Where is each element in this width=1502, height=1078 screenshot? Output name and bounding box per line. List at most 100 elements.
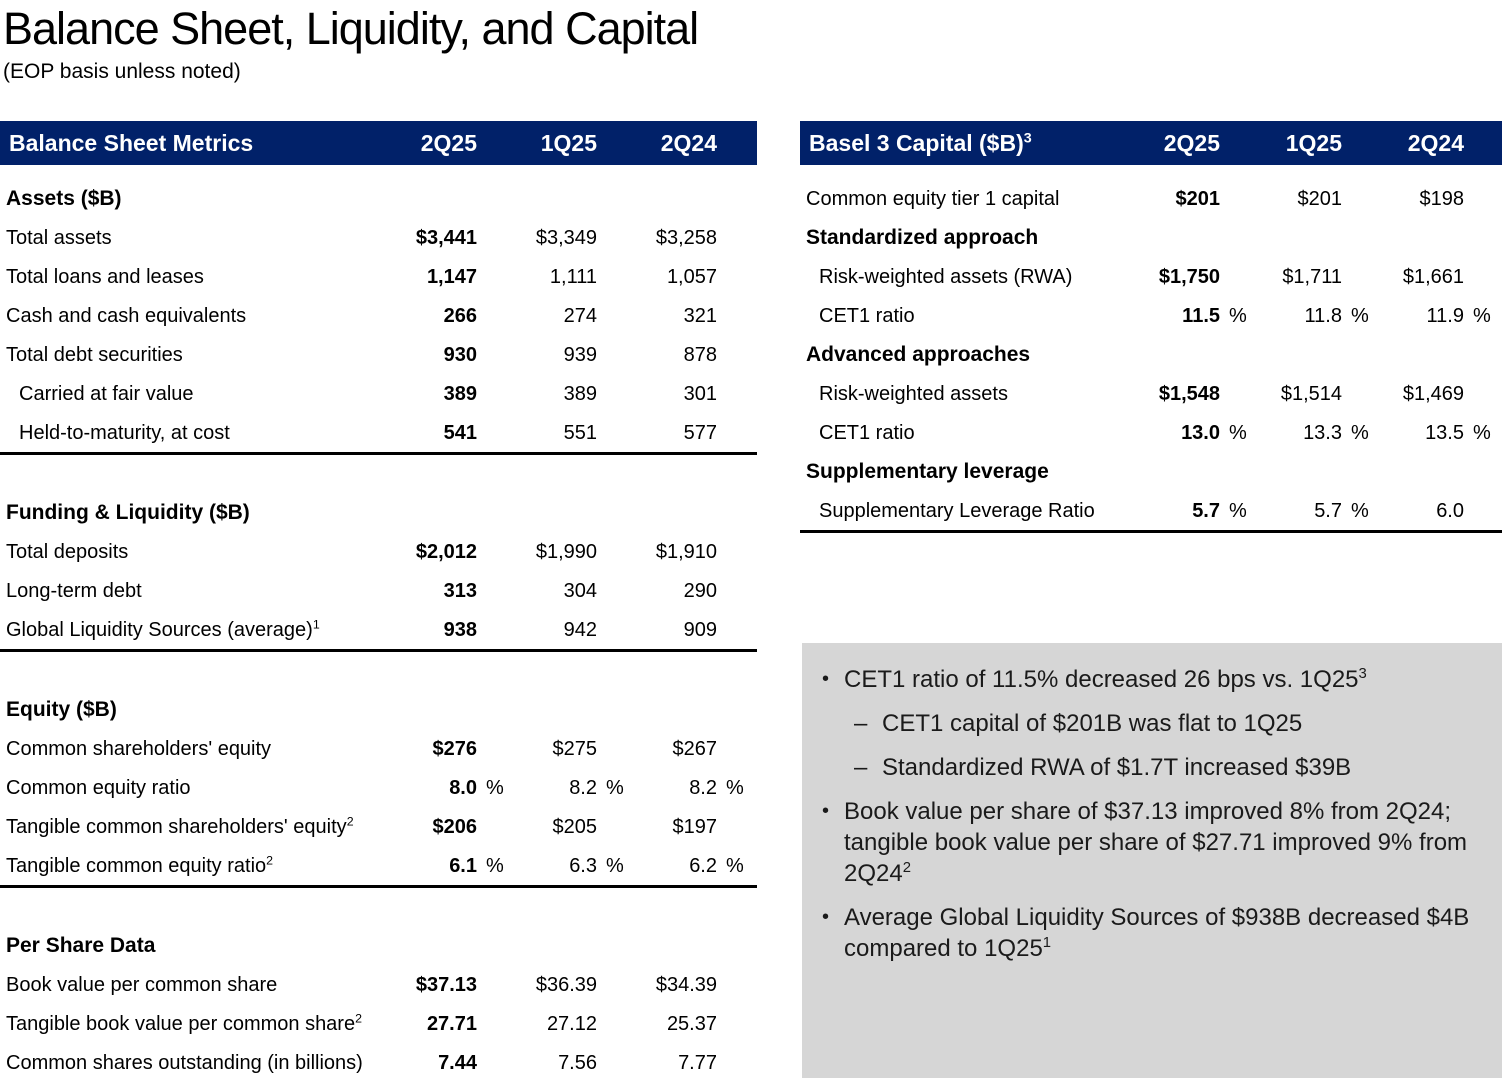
basel3-capital-table-body: Common equity tier 1 capital $201 $201 $198… xyxy=(800,165,1502,533)
bullet-text-content: CET1 capital of $201B was flat to 1Q25 xyxy=(882,710,1303,737)
row-label: Total deposits xyxy=(0,542,383,562)
percent-cell-2q25: % xyxy=(1229,304,1247,327)
value-cell-2q24: 25.37 xyxy=(666,1012,717,1035)
row-label: Global Liquidity Sources (average)1 xyxy=(0,616,383,641)
bullet-marker-icon: • xyxy=(822,906,830,928)
value-cell-1q25: 939 xyxy=(563,343,597,366)
value-cell-1q25: 11.8 xyxy=(1304,304,1342,327)
value-cell-2q24: 909 xyxy=(683,618,717,641)
row-label-text: Tangible common shareholders' equity xyxy=(6,815,347,838)
value-cell-1q25: $201 xyxy=(1297,187,1343,210)
row-label-text: Common shares outstanding (in billions) xyxy=(6,1051,363,1074)
row-label: Tangible book value per common share2 xyxy=(0,1012,383,1034)
row-label-text: Global Liquidity Sources (average) xyxy=(6,618,313,641)
table-row: Risk-weighted assets $1,548 $1,514 $1,469 xyxy=(800,374,1502,413)
value-cell-2q24: $267 xyxy=(672,737,718,760)
value-cell-2q24: 1,057 xyxy=(666,265,717,288)
row-label: Risk-weighted assets (RWA) xyxy=(800,267,1128,287)
percent-cell-1q25: % xyxy=(606,776,624,799)
value-cell-2q24: $1,469 xyxy=(1402,382,1464,405)
percent-cell-1q25: % xyxy=(1351,304,1369,327)
section-header-row: Advanced approaches xyxy=(800,335,1502,374)
basel3-capital-table: Basel 3 Capital ($B)3 2Q25 1Q25 2Q24 Com… xyxy=(800,121,1502,533)
table-row: Tangible book value per common share2 27.… xyxy=(0,1004,757,1043)
section-header-row: Funding & Liquidity ($B) xyxy=(0,493,757,532)
value-cell-1q25: 5.7 xyxy=(1314,499,1342,522)
row-label-text: Book value per common share xyxy=(6,973,278,996)
row-label-text: Common equity tier 1 capital xyxy=(806,187,1060,210)
table-row: Risk-weighted assets (RWA) $1,750 $1,711 $1… xyxy=(800,257,1502,296)
table-section: Supplementary leverage Supplementary Leve… xyxy=(800,452,1502,530)
value-cell-2q24: $1,661 xyxy=(1402,265,1464,288)
percent-cell-2q24: % xyxy=(1473,421,1491,444)
value-cell-2q24: $34.39 xyxy=(655,973,717,996)
bullet-text: Average Global Liquidity Sources of $938… xyxy=(844,902,1484,964)
value-cell-1q25: 304 xyxy=(563,579,597,602)
value-cell-2q25: 930 xyxy=(443,343,477,366)
row-label-text: Total assets xyxy=(6,226,112,249)
section-header-row: Standardized approach xyxy=(800,218,1502,257)
row-label-superscript: 2 xyxy=(266,852,274,867)
table-row: Common shares outstanding (in billions) 7… xyxy=(0,1043,757,1078)
row-label: Total loans and leases xyxy=(0,267,383,287)
table-row: Total assets $3,441 $3,349 $3,258 xyxy=(0,218,757,257)
row-label: Tangible common equity ratio2 xyxy=(0,852,383,876)
column-header-2q24: 2Q24 xyxy=(660,129,717,156)
row-label-text: Total deposits xyxy=(6,540,129,563)
row-label-text: CET1 ratio xyxy=(819,304,915,327)
callout-bullet: • CET1 ratio of 11.5% decreased 26 bps vs… xyxy=(818,664,1484,695)
section-header-label: Equity ($B) xyxy=(6,698,117,721)
table-row: CET1 ratio 13.0% 13.3% 13.5% xyxy=(800,413,1502,452)
row-label-text: Total loans and leases xyxy=(6,265,204,288)
bullet-marker-icon: • xyxy=(822,800,830,822)
value-cell-2q24: $198 xyxy=(1419,187,1465,210)
bullet-superscript: 3 xyxy=(1358,666,1367,682)
value-cell-1q25: 389 xyxy=(563,382,597,405)
table-row: Supplementary Leverage Ratio 5.7% 5.7% 6.0 xyxy=(800,491,1502,530)
value-cell-2q24: 6.0 xyxy=(1436,499,1464,522)
value-cell-2q25: $37.13 xyxy=(415,973,477,996)
section-header-label: Advanced approaches xyxy=(806,343,1031,366)
value-cell-2q25: $3,441 xyxy=(415,226,477,249)
table-row: Total deposits $2,012 $1,990 $1,910 xyxy=(0,532,757,571)
section-header-label: Supplementary leverage xyxy=(806,460,1049,483)
value-cell-2q24: 878 xyxy=(683,343,717,366)
row-label: Total debt securities xyxy=(0,345,383,365)
page-title: Balance Sheet, Liquidity, and Capital xyxy=(3,3,699,54)
balance-sheet-table: Balance Sheet Metrics 2Q25 1Q25 2Q24 Ass… xyxy=(0,121,757,1078)
row-label-superscript: 2 xyxy=(346,813,354,828)
row-label-text: Risk-weighted assets (RWA) xyxy=(819,265,1073,288)
value-cell-2q24: $1,910 xyxy=(655,540,717,563)
row-label: Held-to-maturity, at cost xyxy=(0,423,383,443)
bullet-text: CET1 capital of $201B was flat to 1Q25 xyxy=(882,708,1484,739)
percent-cell-2q24: % xyxy=(726,776,744,799)
percent-cell-2q24: % xyxy=(726,854,744,877)
row-label-superscript: 1 xyxy=(312,616,320,631)
percent-cell-2q25: % xyxy=(1229,499,1247,522)
highlights-callout-panel: • CET1 ratio of 11.5% decreased 26 bps vs… xyxy=(802,643,1502,1078)
value-cell-2q24: 11.9 xyxy=(1426,304,1464,327)
row-label: Risk-weighted assets xyxy=(800,384,1128,404)
bullet-marker-icon: – xyxy=(854,754,868,781)
value-cell-2q25: $206 xyxy=(432,815,478,838)
percent-cell-1q25: % xyxy=(1351,499,1369,522)
section-header-label: Assets ($B) xyxy=(6,187,122,210)
table-row: Common equity ratio 8.0% 8.2% 8.2% xyxy=(0,768,757,807)
table-row: Long-term debt 313 304 290 xyxy=(0,571,757,610)
value-cell-2q24: $3,258 xyxy=(655,226,717,249)
bullet-text: Book value per share of $37.13 improved … xyxy=(844,796,1484,889)
section-header-row: Supplementary leverage xyxy=(800,452,1502,491)
section-header-row: Equity ($B) xyxy=(0,690,757,729)
value-cell-2q25: 8.0 xyxy=(449,776,477,799)
value-cell-2q25: $276 xyxy=(432,737,478,760)
table-row: Common shareholders' equity $276 $275 $267 xyxy=(0,729,757,768)
table-row: Common equity tier 1 capital $201 $201 $198 xyxy=(800,179,1502,218)
value-cell-2q25: 27.71 xyxy=(426,1012,477,1035)
percent-cell-1q25: % xyxy=(606,854,624,877)
table-row: Total loans and leases 1,147 1,111 1,057 xyxy=(0,257,757,296)
row-label: Book value per common share xyxy=(0,975,383,995)
bullet-superscript: 1 xyxy=(1042,935,1052,951)
row-label: Common shares outstanding (in billions) xyxy=(0,1053,383,1073)
section-header-label: Per Share Data xyxy=(6,934,156,957)
value-cell-2q24: 6.2 xyxy=(689,854,717,877)
